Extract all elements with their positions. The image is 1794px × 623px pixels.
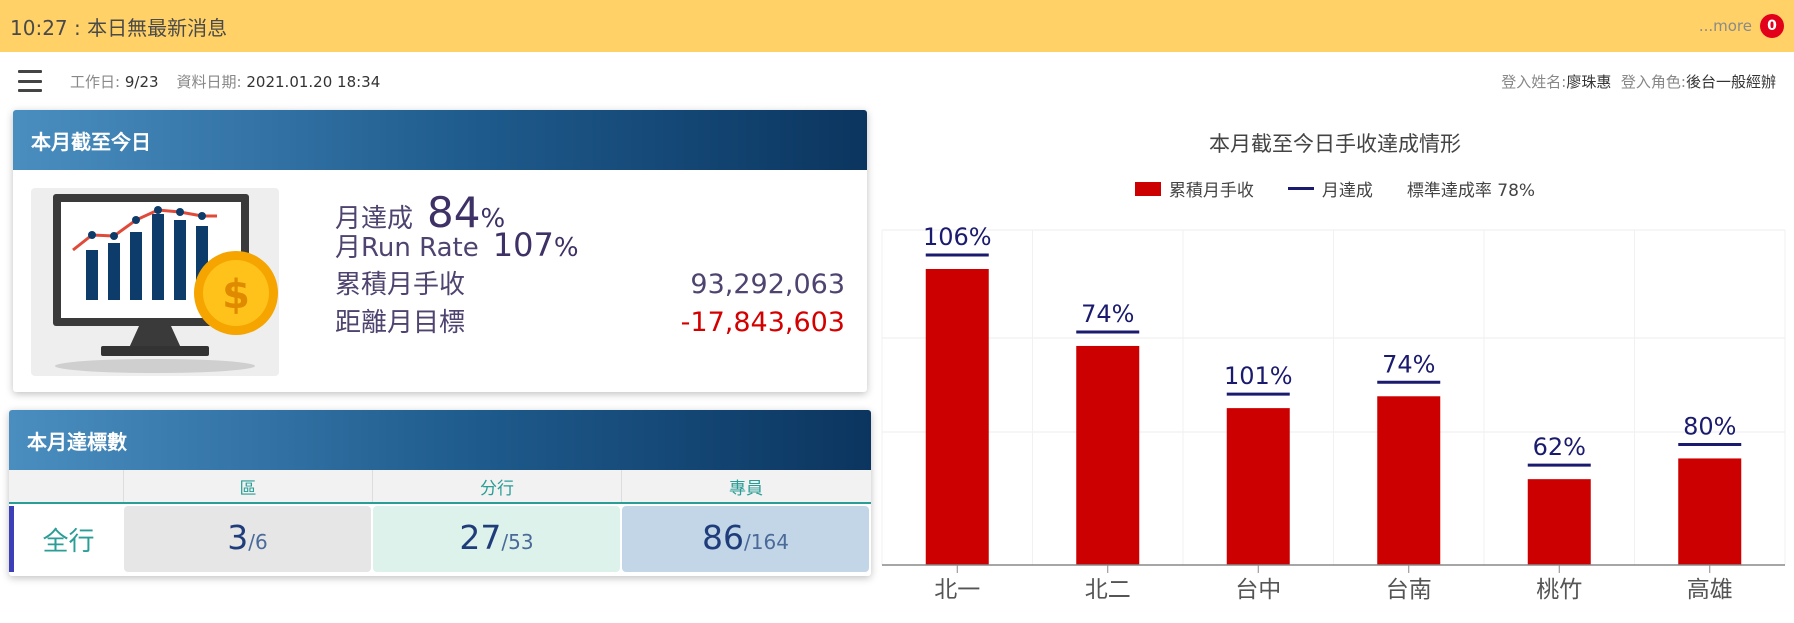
data-date-label: 資料日期: bbox=[176, 72, 242, 91]
target-gap-label: 距離月目標 bbox=[335, 308, 466, 338]
user-name: 廖珠惠 bbox=[1566, 72, 1612, 91]
bar-4 bbox=[1377, 396, 1441, 565]
bar-6 bbox=[1678, 458, 1742, 565]
run-rate-row: 月Run Rate 107% bbox=[335, 226, 845, 264]
notification-bar: 10:27 : 本日無最新消息 ...more 0 bbox=[0, 0, 1794, 52]
user-name-label: 登入姓名: bbox=[1501, 72, 1567, 91]
x-tick-label-2: 北二 bbox=[1085, 577, 1131, 603]
info-bar: 工作日: 9/23 資料日期: 2021.01.20 18:34 登入姓名:廖珠… bbox=[0, 64, 1794, 98]
bar-5 bbox=[1527, 479, 1591, 565]
user-role-label: 登入角色: bbox=[1620, 72, 1686, 91]
x-tick-label-1: 北一 bbox=[934, 577, 980, 603]
header-specialist: 專員 bbox=[621, 470, 870, 502]
notification-message: 10:27 : 本日無最新消息 bbox=[10, 15, 228, 40]
workday-label: 工作日: bbox=[70, 72, 121, 91]
revenue-achievement-chart: 本月截至今日手收達成情形 累積月手收 月達成 標準達成率 78% 106% 北一 7… bbox=[880, 120, 1790, 620]
month-to-date-title: 本月截至今日 bbox=[13, 110, 867, 170]
month-achievement-label: 月達成 bbox=[335, 204, 414, 234]
month-achievement-value: 84 bbox=[427, 188, 481, 237]
branch-total: /53 bbox=[501, 530, 534, 554]
chart-title: 本月截至今日手收達成情形 bbox=[1209, 132, 1461, 156]
table-row: 全行 3/6 27/53 86/164 bbox=[9, 504, 871, 574]
specialist-total: /164 bbox=[744, 530, 789, 554]
data-label-4: 74% bbox=[1382, 350, 1435, 378]
region-total: /6 bbox=[248, 530, 268, 554]
month-stats: 月達成 84% 月Run Rate 107% 累積月手收 93,292,063 … bbox=[335, 188, 845, 340]
svg-text:$: $ bbox=[222, 272, 250, 318]
hamburger-menu-icon[interactable] bbox=[18, 70, 42, 92]
accumulated-revenue-value: 93,292,063 bbox=[690, 269, 845, 300]
run-rate-unit: % bbox=[553, 233, 579, 263]
legend-standard-rate-label: 標準達成率 78% bbox=[1406, 181, 1536, 201]
x-tick-label-3: 台中 bbox=[1235, 577, 1281, 603]
notification-count-badge[interactable]: 0 bbox=[1760, 14, 1784, 38]
x-tick-label-5: 桃竹 bbox=[1536, 577, 1582, 603]
specialist-count-cell[interactable]: 86/164 bbox=[622, 506, 869, 572]
bar-2 bbox=[1076, 345, 1140, 565]
specialist-count: 86 bbox=[702, 518, 745, 557]
target-table-header: 區 分行 專員 bbox=[9, 470, 871, 504]
data-label-3: 101% bbox=[1224, 362, 1293, 390]
user-info: 登入姓名:廖珠惠 登入角色:後台一般經辦 bbox=[1501, 71, 1776, 92]
chart-plot: 106% 北一 74% 北二 101% 台中 74% 台南 62% 桃竹 80% 高雄 bbox=[881, 223, 1786, 603]
legend-revenue-label: 累積月手收 bbox=[1168, 181, 1254, 201]
accumulated-revenue-row: 累積月手收 93,292,063 bbox=[335, 264, 845, 302]
user-role: 後台一般經辦 bbox=[1685, 72, 1776, 91]
x-tick-label-6: 高雄 bbox=[1687, 577, 1733, 603]
target-gap-value: -17,843,603 bbox=[680, 307, 845, 338]
month-to-date-card: 本月截至今日 $ 月達成 84% 月Run R bbox=[13, 110, 867, 392]
accumulated-revenue-label: 累積月手收 bbox=[335, 270, 466, 300]
branch-count-cell[interactable]: 27/53 bbox=[373, 506, 620, 572]
region-count-cell[interactable]: 3/6 bbox=[124, 506, 371, 572]
region-count: 3 bbox=[227, 518, 249, 557]
data-label-2: 74% bbox=[1081, 300, 1134, 328]
bar-1 bbox=[925, 269, 989, 565]
workday-info: 工作日: 9/23 bbox=[70, 71, 159, 92]
legend-item-achievement[interactable]: 月達成 bbox=[1287, 176, 1373, 201]
revenue-illustration: $ bbox=[31, 188, 279, 376]
legend-bar-swatch bbox=[1134, 181, 1161, 196]
bar-3 bbox=[1226, 408, 1290, 565]
x-tick-label-4: 台南 bbox=[1386, 577, 1432, 603]
data-label-1: 106% bbox=[923, 223, 992, 251]
header-branch: 分行 bbox=[372, 470, 621, 502]
monthly-target-count-card: 本月達標數 區 分行 專員 全行 3/6 27/53 86/164 bbox=[9, 410, 871, 576]
more-link[interactable]: ...more bbox=[1698, 17, 1752, 35]
data-date-value: 2021.01.20 18:34 bbox=[246, 72, 381, 91]
row-label-all: 全行 bbox=[9, 506, 123, 572]
workday-value: 9/23 bbox=[124, 72, 159, 91]
data-label-6: 80% bbox=[1683, 412, 1736, 440]
chart-legend: 累積月手收 月達成 標準達成率 78% bbox=[880, 176, 1790, 201]
header-region: 區 bbox=[123, 470, 372, 502]
legend-item-standard-rate: 標準達成率 78% bbox=[1407, 176, 1535, 201]
legend-item-revenue[interactable]: 累積月手收 bbox=[1134, 176, 1254, 201]
monthly-target-count-title: 本月達標數 bbox=[9, 410, 871, 470]
legend-achievement-label: 月達成 bbox=[1321, 181, 1373, 201]
legend-line-swatch bbox=[1287, 187, 1314, 190]
target-gap-row: 距離月目標 -17,843,603 bbox=[335, 302, 845, 340]
month-achievement-row: 月達成 84% bbox=[335, 188, 845, 237]
branch-count: 27 bbox=[459, 518, 502, 557]
notification-more: ...more 0 bbox=[1699, 14, 1784, 38]
data-label-5: 62% bbox=[1533, 433, 1586, 461]
run-rate-value: 107 bbox=[492, 226, 554, 264]
monitor-chart-coin-icon: $ bbox=[53, 194, 278, 373]
run-rate-label: 月Run Rate bbox=[335, 233, 479, 263]
month-achievement-unit: % bbox=[480, 204, 506, 234]
header-blank bbox=[9, 470, 123, 502]
data-date-info: 資料日期: 2021.01.20 18:34 bbox=[177, 71, 381, 92]
